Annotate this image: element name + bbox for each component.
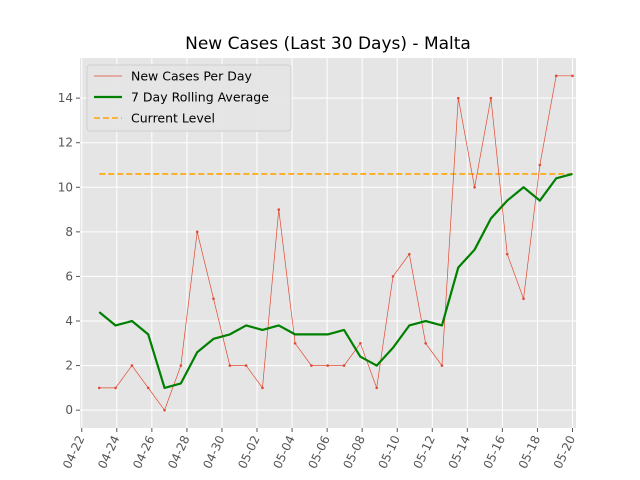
daily-cases-point (163, 408, 166, 412)
y-tick-label: 10 (58, 180, 73, 194)
daily-cases-point (554, 74, 558, 78)
daily-cases-point (391, 275, 395, 278)
daily-cases-point (97, 386, 101, 390)
legend-current-label: Current Level (131, 111, 215, 126)
daily-cases-point (114, 386, 117, 390)
daily-cases-point (228, 364, 232, 367)
daily-cases-line (99, 75, 573, 411)
legend: New Cases Per Day 7 Day Rolling Average Cu… (86, 64, 292, 132)
daily-cases-point (179, 364, 183, 367)
daily-cases-point (146, 386, 150, 390)
daily-cases-point (326, 364, 330, 367)
daily-cases-point (538, 163, 542, 167)
daily-cases-point (212, 297, 215, 301)
y-tick-label: 0 (65, 403, 73, 417)
daily-cases-point (195, 230, 199, 234)
daily-cases-point (359, 342, 362, 345)
y-tick-label: 4 (65, 314, 73, 328)
daily-cases-point (489, 96, 493, 100)
legend-average-label: 7 Day Rolling Average (131, 90, 269, 105)
y-tick-label: 14 (58, 91, 73, 105)
y-axis: 0 2 4 6 8 10 12 14 (58, 91, 80, 417)
daily-cases-point (293, 342, 297, 345)
grid (80, 58, 576, 428)
daily-cases-point (456, 96, 460, 100)
daily-cases-point (261, 386, 264, 390)
y-tick-label: 6 (65, 269, 73, 283)
daily-cases-point (277, 208, 281, 211)
daily-cases-point (375, 386, 378, 390)
daily-cases-point (310, 364, 313, 367)
rolling-average-line (98, 172, 573, 389)
daily-cases-point (342, 364, 346, 367)
daily-cases-point (244, 364, 248, 367)
daily-cases-point (473, 185, 476, 189)
daily-cases-point (408, 252, 411, 256)
chart-title: New Cases (Last 30 Days) - Malta (185, 34, 471, 54)
daily-cases-point (130, 364, 134, 367)
daily-cases-point (571, 74, 574, 78)
daily-cases-point (505, 252, 509, 256)
daily-cases-point (424, 342, 427, 345)
daily-cases-point (522, 297, 525, 301)
daily-cases-point (440, 364, 444, 367)
legend-daily-label: New Cases Per Day (131, 69, 252, 84)
legend-box (86, 64, 292, 132)
y-tick-label: 8 (65, 225, 73, 239)
y-tick-label: 12 (58, 136, 73, 150)
series-group (97, 74, 574, 412)
y-tick-label: 2 (65, 359, 73, 373)
